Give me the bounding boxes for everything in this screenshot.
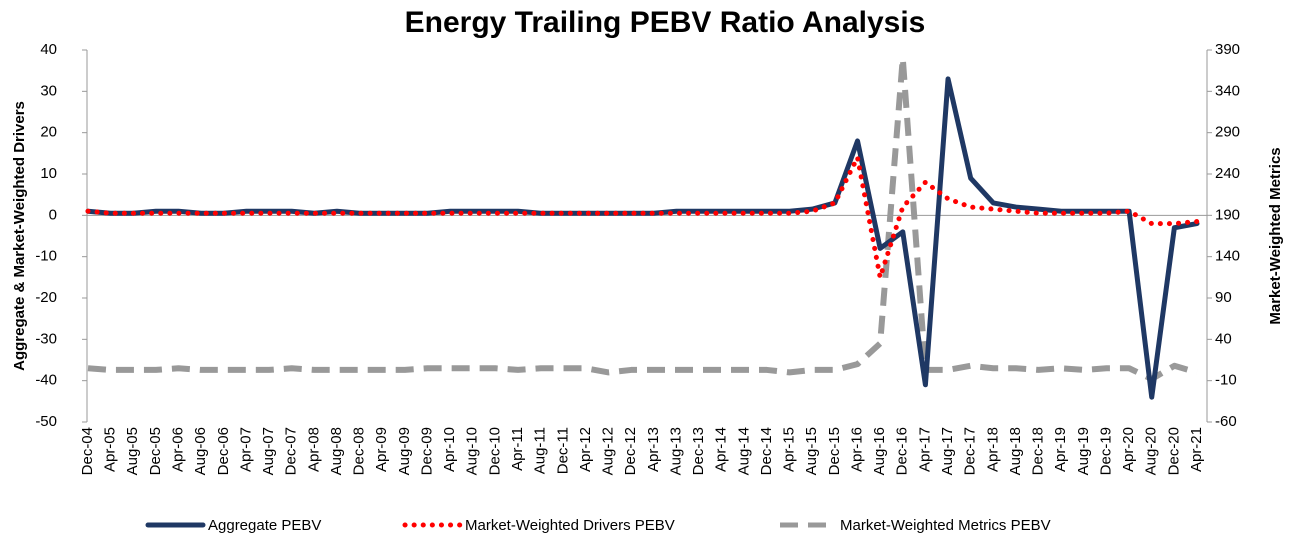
x-tick-label: Dec-11	[554, 427, 571, 474]
x-tick-label: Apr-08	[305, 427, 322, 472]
x-tick-label: Aug-16	[871, 427, 888, 475]
x-tick-label: Apr-12	[577, 427, 594, 472]
x-tick-label: Apr-18	[984, 427, 1001, 472]
x-tick-label: Dec-17	[962, 427, 979, 475]
x-tick-label: Aug-12	[600, 427, 617, 475]
x-tick-label: Dec-04	[79, 427, 96, 475]
y2-tick-label: 140	[1215, 248, 1240, 265]
x-tick-label: Apr-06	[169, 427, 186, 472]
y2-tick-label: -60	[1215, 413, 1237, 430]
x-tick-label: Aug-13	[667, 427, 684, 475]
series-line	[85, 154, 1200, 280]
y2-tick-label: 190	[1215, 206, 1240, 223]
x-tick-label: Aug-20	[1143, 427, 1160, 475]
x-tick-label: Apr-20	[1120, 427, 1137, 472]
x-tick-label: Apr-17	[916, 427, 933, 472]
y2-axis-title: Market-Weighted Metrics	[1267, 147, 1284, 324]
legend-label: Market-Weighted Metrics PEBV	[840, 517, 1051, 534]
x-tick-label: Aug-11	[532, 427, 549, 474]
x-tick-label: Dec-06	[215, 427, 232, 475]
y-tick-label: 20	[40, 124, 57, 141]
legend-label: Aggregate PEBV	[208, 517, 321, 534]
chart-title: Energy Trailing PEBV Ratio Analysis	[405, 6, 926, 39]
x-tick-label: Dec-09	[418, 427, 435, 475]
x-tick-label: Aug-10	[464, 427, 481, 475]
y2-tick-label: 290	[1215, 124, 1240, 141]
x-tick-label: Aug-09	[396, 427, 413, 475]
x-tick-label: Apr-11	[509, 427, 526, 471]
y-tick-label: -10	[35, 248, 57, 265]
x-tick-label: Aug-06	[192, 427, 209, 475]
x-tick-label: Aug-14	[735, 427, 752, 475]
y2-tick-label: 90	[1215, 289, 1232, 306]
x-tick-label: Aug-19	[1075, 427, 1092, 475]
x-tick-label: Dec-16	[894, 427, 911, 475]
x-tick-label: Apr-07	[237, 427, 254, 472]
x-tick-label: Aug-05	[124, 427, 141, 475]
x-tick-label: Apr-15	[781, 427, 798, 472]
y-tick-label: -20	[35, 289, 57, 306]
y2-tick-label: 340	[1215, 82, 1240, 99]
x-tick-label: Aug-17	[939, 427, 956, 475]
series-line	[87, 55, 1198, 383]
y2-tick-label: 390	[1215, 41, 1240, 58]
x-tick-label: Apr-16	[848, 427, 865, 472]
x-tick-label: Dec-15	[826, 427, 843, 475]
x-tick-label: Dec-05	[147, 427, 164, 475]
x-tick-label: Apr-21	[1188, 427, 1205, 472]
x-tick-label: Apr-13	[645, 427, 662, 472]
x-tick-label: Dec-14	[758, 427, 775, 475]
x-tick-label: Aug-08	[328, 427, 345, 475]
y-tick-label: 30	[40, 82, 57, 99]
x-tick-label: Apr-19	[1052, 427, 1069, 472]
y2-tick-label: -10	[1215, 372, 1237, 389]
x-tick-label: Apr-10	[441, 427, 458, 472]
y-tick-label: 10	[40, 165, 57, 182]
y-tick-label: 0	[49, 206, 57, 223]
x-tick-label: Dec-08	[351, 427, 368, 475]
x-tick-label: Aug-07	[260, 427, 277, 475]
x-tick-label: Apr-05	[102, 427, 119, 472]
x-tick-label: Dec-18	[1030, 427, 1047, 475]
y-tick-label: -30	[35, 330, 57, 347]
y-tick-label: 40	[40, 41, 57, 58]
y2-tick-label: 40	[1215, 330, 1232, 347]
y-axis-title: Aggregate & Market-Weighted Drivers	[11, 101, 28, 371]
x-tick-label: Apr-14	[713, 427, 730, 472]
y-tick-label: -50	[35, 413, 57, 430]
x-tick-label: Apr-09	[373, 427, 390, 472]
x-tick-label: Dec-19	[1097, 427, 1114, 475]
series-line	[85, 76, 1200, 400]
x-tick-label: Dec-10	[486, 427, 503, 475]
y2-tick-label: 240	[1215, 165, 1240, 182]
x-tick-label: Dec-13	[690, 427, 707, 475]
legend-label: Market-Weighted Drivers PEBV	[465, 517, 675, 534]
y-tick-label: -40	[35, 372, 57, 389]
x-tick-label: Dec-07	[283, 427, 300, 475]
x-tick-label: Aug-18	[1007, 427, 1024, 475]
x-tick-label: Dec-12	[622, 427, 639, 475]
x-tick-label: Dec-20	[1165, 427, 1182, 475]
x-tick-label: Aug-15	[803, 427, 820, 475]
